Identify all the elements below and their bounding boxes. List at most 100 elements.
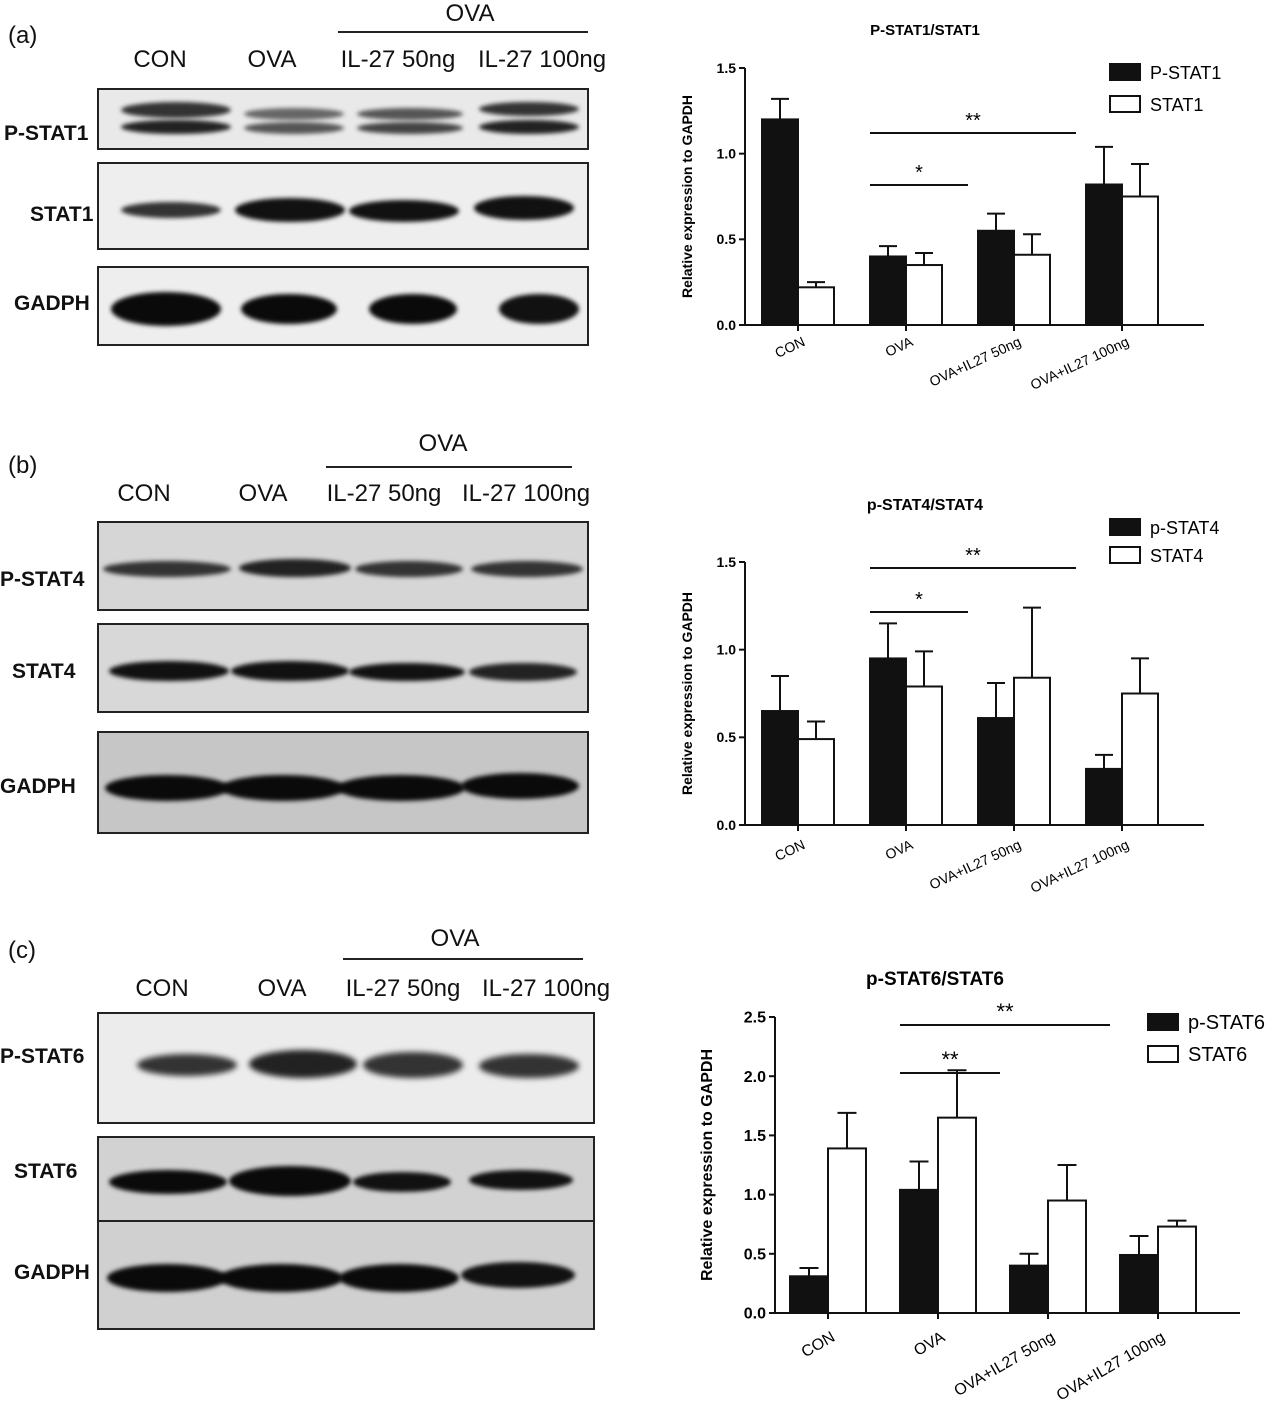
blot-row-label: STAT6 [14,1160,78,1183]
bar-stat1 [905,264,943,327]
significance-label: * [915,162,923,184]
legend-swatch [1109,518,1141,536]
bar-chart-pstat4: p-STAT4/STAT4 0.0 0.5 1.0 1.5 Relative expres… [679,497,1219,896]
chart-title: p-STAT4/STAT4 [867,497,983,514]
legend-label: STAT6 [1188,1044,1247,1066]
band [121,120,231,134]
bar-stat4 [1013,676,1051,826]
x-tick-label: CON [799,1329,838,1362]
blot-row-label: GADPH [0,775,76,798]
band [137,1054,237,1076]
lane-label-con: CON [135,975,189,1002]
band [369,294,457,324]
x-tick-label: OVA [883,836,916,863]
band [249,1050,357,1078]
lane-label-il27-50: IL-27 50ng [326,480,442,507]
band [474,196,574,220]
ova-group-label: OVA [445,0,495,27]
bar-chart-pstat6: p-STAT6/STAT6 0.0 0.5 1.0 1.5 2.0 2.5 Relative … [699,969,1265,1404]
lane-label-il27-50: IL-27 50ng [340,46,456,73]
band [244,122,344,134]
lane-label-ova: OVA [257,975,307,1002]
band [339,1264,459,1292]
panel-b: (b) OVA CON OVA IL-27 50ng IL-27 100ng P… [0,420,1267,915]
blot-row-label: STAT4 [12,660,76,683]
y-tick-label: 2.0 [744,1069,766,1086]
legend-swatch [1147,1045,1179,1063]
legend-swatch [1109,546,1141,564]
ova-group-line [326,466,572,468]
ova-group-line [343,958,583,960]
band [221,775,345,801]
blot-row-label: GADPH [14,292,90,315]
x-tick-label: CON [772,836,807,864]
band [231,661,349,681]
y-tick-label: 2.5 [744,1010,766,1027]
blot-strip-gadph-c [97,1220,595,1330]
blot-strip-stat1 [97,162,589,250]
lane-label-con: CON [117,480,171,507]
bar-p-stat6 [899,1188,939,1314]
bar-p-stat1 [869,255,907,326]
y-axis-label: Relative expression to GAPDH [699,1049,716,1281]
band [479,102,579,116]
lane-label-il27-100: IL-27 100ng [477,46,607,73]
x-tick-label: OVA+IL27 100ng [1028,333,1132,393]
band [109,661,229,681]
bar-p-stat4 [869,657,907,826]
bar-stat6 [827,1147,867,1314]
bar-stat4 [1121,692,1159,826]
bar-stat6 [1047,1199,1087,1315]
ova-group-line [338,31,588,33]
y-tick-label: 1.5 [717,554,737,570]
lane-label-il27-100: IL-27 100ng [461,480,591,507]
blot-row-label: P-STAT1 [4,122,89,145]
y-tick-label: 1.0 [717,642,737,658]
lane-label-ova: OVA [238,480,288,507]
band [349,663,465,681]
blot-strip-pstat6 [97,1012,595,1124]
bar-p-stat6 [789,1275,829,1314]
bar-stat1 [1121,195,1159,326]
bar-p-stat4 [1085,767,1123,827]
band [461,1262,575,1288]
y-tick-label: 0.0 [717,817,737,833]
band [357,122,463,134]
significance-label: ** [965,545,981,567]
bar-stat4 [797,738,835,826]
ova-group-label: OVA [430,925,480,952]
bar-p-stat1 [977,229,1015,326]
x-tick-label: OVA [883,333,916,360]
band [105,775,229,801]
y-tick-label: 1.0 [717,146,737,162]
panel-label: (b) [8,452,38,479]
band [107,1264,227,1292]
bar-p-stat1 [761,118,799,327]
band [239,559,351,577]
panel-c: (c) OVA CON OVA IL-27 50ng IL-27 100ng P… [0,915,1267,1419]
significance-label: ** [965,110,981,132]
band [337,775,465,801]
bar-p-stat4 [761,710,799,827]
band [357,108,463,120]
blot-row-label: STAT1 [30,203,94,226]
blot-strip-pstat1 [97,88,589,150]
legend-label: STAT1 [1150,95,1203,115]
y-axis-label: Relative expression to GAPDH [679,95,695,298]
chart-title: p-STAT6/STAT6 [866,969,1004,990]
significance-label: ** [996,999,1014,1024]
x-tick-label: OVA [911,1329,948,1360]
bar-stat1 [1013,253,1051,326]
panel-label: (c) [8,937,36,964]
y-axis-label: Relative expression to GAPDH [679,592,695,795]
y-tick-label: 0.0 [744,1306,766,1323]
band [111,292,221,326]
legend-swatch [1109,95,1141,113]
y-tick-label: 0.5 [717,231,737,247]
lane-label-ova: OVA [247,46,297,73]
legend-label: STAT4 [1150,546,1203,566]
band [469,1170,573,1190]
band [241,294,337,324]
x-tick-label: OVA+IL27 50ng [927,333,1023,389]
band [469,663,577,681]
